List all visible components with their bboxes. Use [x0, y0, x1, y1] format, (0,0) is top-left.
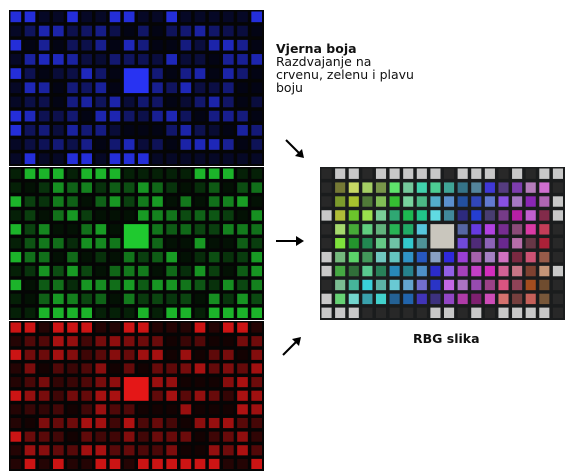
red-channel-panel — [9, 321, 264, 471]
up-right-arrow — [280, 334, 304, 358]
caption-line-3: boju — [276, 80, 303, 95]
caption: Vjerna boja Razdvajanje na crvenu, zelen… — [276, 42, 426, 94]
green-channel-panel — [9, 167, 264, 320]
blue-channel-grid — [9, 10, 264, 166]
center-patch — [123, 224, 149, 249]
rgb-composite-panel — [320, 167, 565, 320]
green-channel-grid — [9, 167, 264, 320]
caption-line-1: Razdvajanje na — [276, 54, 372, 69]
down-right-arrow — [283, 137, 307, 161]
rgb-image-label: RBG slika — [413, 331, 480, 346]
center-patch — [430, 224, 455, 249]
center-patch — [123, 377, 149, 401]
caption-title: Vjerna boja — [276, 41, 357, 56]
caption-line-2: crvenu, zelenu i plavu — [276, 67, 414, 82]
blue-channel-panel — [9, 10, 264, 166]
center-patch — [123, 68, 149, 94]
rgb-composite-grid — [320, 167, 565, 320]
red-channel-grid — [9, 321, 264, 471]
right-arrow — [275, 234, 305, 248]
